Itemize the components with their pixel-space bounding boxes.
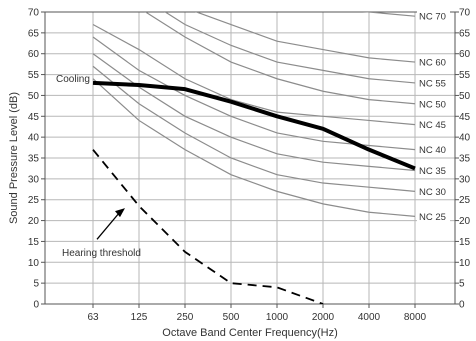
- x-tick-label-4000: 4000: [358, 312, 381, 323]
- y-tick-label-right-10: 10: [459, 258, 471, 269]
- x-tick-label-2000: 2000: [312, 312, 335, 323]
- hearing-threshold-arrow: [97, 213, 119, 239]
- y-tick-label-left-10: 10: [28, 258, 40, 269]
- y-tick-label-left-20: 20: [28, 216, 40, 227]
- nc-55-label: NC 55: [419, 78, 446, 89]
- y-tick-label-right-70: 70: [459, 8, 471, 19]
- hearing-threshold-annotation: Hearing threshold: [62, 248, 141, 259]
- y-tick-label-right-55: 55: [459, 70, 471, 81]
- cooling-annotation: Cooling: [56, 74, 90, 85]
- x-tick-label-63: 63: [87, 312, 99, 323]
- x-axis-title: Octave Band Center Frequency(Hz): [162, 327, 337, 339]
- x-tick-label-500: 500: [223, 312, 240, 323]
- y-tick-label-left-0: 0: [33, 300, 39, 311]
- x-tick-label-250: 250: [177, 312, 194, 323]
- y-tick-label-right-5: 5: [459, 279, 465, 290]
- nc-25-label: NC 25: [419, 212, 446, 223]
- nc-45-label: NC 45: [419, 120, 446, 131]
- y-tick-label-left-40: 40: [28, 133, 40, 144]
- y-tick-label-right-45: 45: [459, 112, 471, 123]
- y-tick-label-right-25: 25: [459, 195, 471, 206]
- y-tick-label-left-25: 25: [28, 195, 40, 206]
- nc-50-label: NC 50: [419, 99, 446, 110]
- y-tick-label-left-65: 65: [28, 28, 40, 39]
- annotations: Cooling Hearing threshold: [56, 74, 141, 259]
- y-tick-label-left-35: 35: [28, 154, 40, 165]
- nc-70-label: NC 70: [419, 12, 446, 23]
- x-tick-label-8000: 8000: [404, 312, 427, 323]
- x-tick-label-125: 125: [131, 312, 148, 323]
- x-tick-label-1000: 1000: [266, 312, 289, 323]
- y-tick-label-right-20: 20: [459, 216, 471, 227]
- y-tick-label-left-15: 15: [28, 237, 40, 248]
- y-tick-label-left-50: 50: [28, 91, 40, 102]
- y-tick-label-right-60: 60: [459, 49, 471, 60]
- y-tick-label-left-60: 60: [28, 49, 40, 60]
- y-axis-right: 0 5 10 15 20 25 30 35 40 45 50 55 60 65 70: [455, 8, 471, 311]
- y-tick-label-right-65: 65: [459, 28, 471, 39]
- y-tick-label-right-50: 50: [459, 91, 471, 102]
- x-axis: 63 125 250 500 1000 2000 4000 8000: [87, 304, 426, 323]
- nc-35-label: NC 35: [419, 166, 446, 177]
- y-axis-left: 0 5 10 15 20 25 30 35 40 45 50 55 60 65 70: [28, 8, 45, 311]
- y-tick-label-right-30: 30: [459, 174, 471, 185]
- y-tick-label-left-45: 45: [28, 112, 40, 123]
- y-axis-title: Sound Pressure Level (dB): [8, 92, 20, 224]
- y-tick-label-left-5: 5: [33, 279, 39, 290]
- y-tick-label-right-0: 0: [459, 300, 465, 311]
- nc-60-label: NC 60: [419, 58, 446, 69]
- y-tick-label-right-35: 35: [459, 154, 471, 165]
- nc-40-label: NC 40: [419, 145, 446, 156]
- y-tick-label-left-30: 30: [28, 174, 40, 185]
- y-tick-label-right-40: 40: [459, 133, 471, 144]
- hearing-threshold-series-line: [93, 150, 323, 304]
- y-tick-label-left-70: 70: [28, 8, 40, 19]
- y-tick-label-right-15: 15: [459, 237, 471, 248]
- nc-30-label: NC 30: [419, 187, 446, 198]
- y-tick-label-left-55: 55: [28, 70, 40, 81]
